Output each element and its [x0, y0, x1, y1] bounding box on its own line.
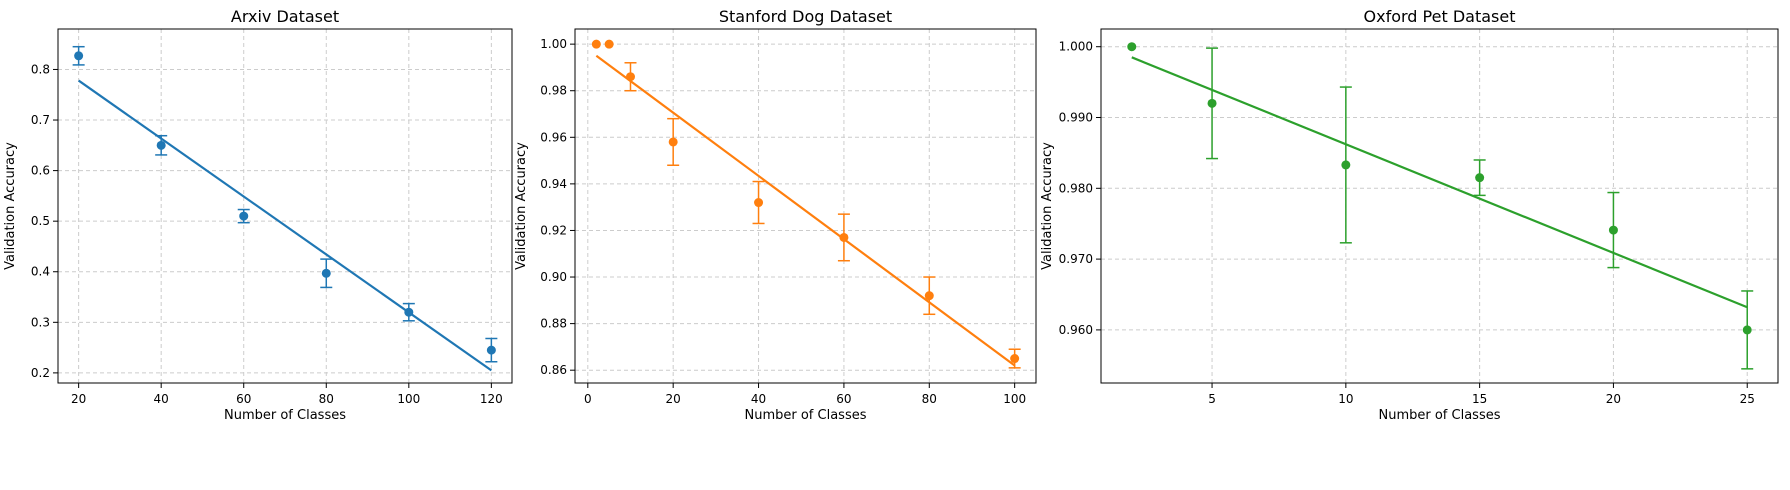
x-tick-label: 20 — [1606, 392, 1621, 406]
x-tick-label: 80 — [319, 392, 334, 406]
y-tick-label: 0.92 — [540, 223, 567, 237]
y-tick-label: 1.000 — [1059, 40, 1093, 54]
fit-line — [78, 79, 492, 372]
y-tick-label: 1.00 — [540, 37, 567, 51]
data-point — [74, 51, 84, 61]
plot-frame — [1100, 28, 1779, 384]
y-tick-label: 0.8 — [31, 62, 50, 76]
y-tick-label: 0.86 — [540, 363, 567, 377]
y-tick-label: 0.5 — [31, 214, 50, 228]
data-point — [1127, 42, 1137, 52]
x-tick-label: 5 — [1208, 392, 1216, 406]
x-tick-label: 15 — [1472, 392, 1487, 406]
y-tick-label: 0.4 — [31, 265, 50, 279]
y-tick-label: 0.7 — [31, 113, 50, 127]
plot-frame — [57, 28, 513, 384]
y-tick-label: 0.980 — [1059, 181, 1093, 195]
data-point — [604, 39, 614, 49]
y-tick-label: 0.98 — [540, 84, 567, 98]
data-point — [839, 232, 849, 242]
y-tick-label: 0.94 — [540, 177, 567, 191]
y-tick-label: 0.90 — [540, 270, 567, 284]
y-axis-label: Validation Accuracy — [514, 142, 529, 270]
data-point — [1475, 173, 1485, 183]
data-point — [668, 137, 678, 147]
data-point — [1341, 160, 1351, 170]
chart-title: Oxford Pet Dataset — [1364, 7, 1516, 26]
y-tick-label: 0.96 — [540, 130, 567, 144]
x-tick-label: 25 — [1740, 392, 1755, 406]
x-tick-label: 40 — [751, 392, 766, 406]
data-point — [156, 140, 166, 150]
data-point — [1207, 98, 1217, 108]
y-tick-label: 0.990 — [1059, 111, 1093, 125]
x-tick-label: 40 — [154, 392, 169, 406]
x-tick-label: 10 — [1338, 392, 1353, 406]
x-tick-label: 20 — [71, 392, 86, 406]
data-point — [754, 198, 764, 208]
x-axis-label: Number of Classes — [224, 408, 346, 423]
y-axis-label: Validation Accuracy — [3, 142, 18, 270]
data-point — [591, 39, 601, 49]
chart-panel-2: 0 20 40 60 80 100 0.86 0.88 0.90 0.92 0.94 0.96 0.98… — [514, 7, 1037, 423]
x-axis-label: Number of Classes — [745, 408, 867, 423]
x-tick-label: 100 — [397, 392, 420, 406]
y-axis-label: Validation Accuracy — [1040, 142, 1055, 270]
y-tick-label: 0.6 — [31, 164, 50, 178]
y-tick-label: 0.970 — [1059, 252, 1093, 266]
x-tick-label: 60 — [236, 392, 251, 406]
data-point — [486, 345, 496, 355]
data-point — [239, 211, 249, 221]
y-tick-label: 0.2 — [31, 366, 50, 380]
chart-title: Arxiv Dataset — [231, 7, 339, 26]
data-point — [404, 307, 414, 317]
data-point — [1742, 325, 1752, 335]
x-tick-label: 80 — [922, 392, 937, 406]
y-tick-label: 0.88 — [540, 317, 567, 331]
x-tick-label: 20 — [666, 392, 681, 406]
x-tick-label: 100 — [1003, 392, 1026, 406]
x-tick-label: 0 — [584, 392, 592, 406]
chart-panel-3: 5 10 15 20 25 0.960 0.970 0.980 0.990 1.000 Oxford… — [1040, 7, 1779, 423]
chart-panel-1: 20 40 60 80 100 120 0.2 0.3 0.4 0.5 0.6 0.7 0.8 Arxiv… — [3, 7, 513, 423]
fit-line — [1131, 56, 1748, 309]
y-tick-label: 0.960 — [1059, 323, 1093, 337]
x-tick-label: 120 — [480, 392, 503, 406]
data-point — [625, 72, 635, 82]
x-tick-label: 60 — [836, 392, 851, 406]
y-tick-label: 0.3 — [31, 315, 50, 329]
data-point — [1608, 225, 1618, 235]
x-axis-label: Number of Classes — [1379, 408, 1501, 423]
fit-line — [595, 54, 1016, 367]
plot-frame — [574, 28, 1037, 384]
data-point — [1010, 354, 1020, 364]
chart-title: Stanford Dog Dataset — [719, 7, 892, 26]
data-point — [924, 291, 934, 301]
data-point — [321, 268, 331, 278]
